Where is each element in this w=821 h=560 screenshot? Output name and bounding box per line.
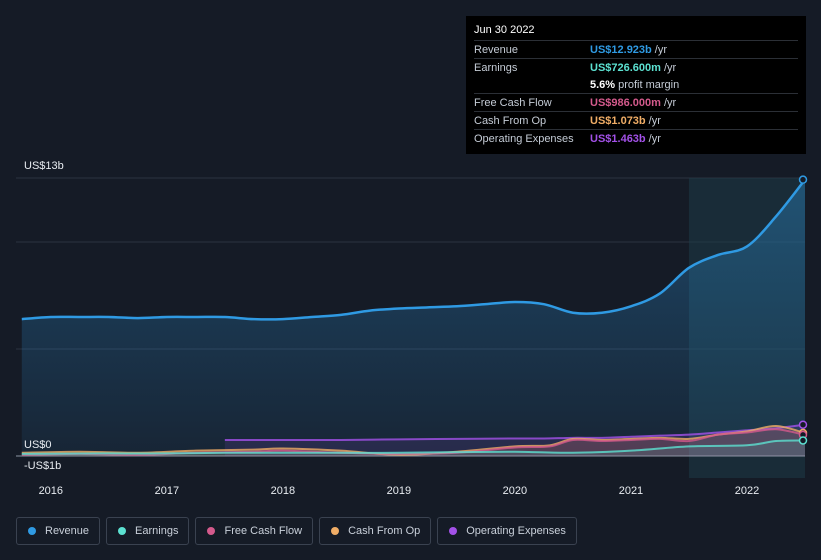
tooltip-row-revenue: Revenue US$12.923b /yr [474, 40, 798, 58]
legend-label: Cash From Op [348, 525, 421, 537]
tooltip-unit: /yr [648, 114, 661, 127]
tooltip-unit: /yr [663, 61, 677, 74]
x-tick-label: 2016 [39, 485, 63, 497]
tooltip-label: Revenue [474, 43, 519, 56]
operating-expenses-end-marker [798, 420, 808, 429]
legend: Revenue Earnings Free Cash Flow Cash Fro… [16, 517, 577, 545]
x-tick-label: 2021 [619, 485, 643, 497]
revenue-area [21, 179, 806, 457]
legend-label: Free Cash Flow [224, 525, 303, 537]
tooltip-value: US$1.463b [590, 132, 646, 145]
chart-area: 2016 2017 2018 2019 2020 2021 2022 [16, 175, 808, 497]
tooltip-row-earnings: Earnings US$726.600m /yr [474, 58, 798, 76]
tooltip-value: US$726.600m [590, 61, 661, 74]
x-tick-label: 2019 [387, 485, 411, 497]
legend-dot-icon [449, 527, 458, 535]
tooltip-row-operating-expenses: Operating Expenses US$1.463b /yr [474, 129, 798, 147]
legend-item-operating-expenses[interactable]: Operating Expenses [437, 517, 577, 545]
tooltip-unit: /yr [654, 43, 667, 56]
tooltip-value: US$12.923b [590, 43, 652, 56]
tooltip-value: US$1.073b [590, 114, 646, 127]
earnings-line [21, 439, 806, 455]
tooltip-date: Jun 30 2022 [474, 24, 535, 36]
legend-item-earnings[interactable]: Earnings [106, 517, 190, 545]
legend-label: Operating Expenses [466, 525, 566, 537]
legend-dot-icon [207, 527, 216, 535]
y-axis-bottom-label: -US$1b [24, 460, 62, 472]
y-axis-top-label: US$13b [24, 160, 64, 172]
tooltip-value: US$986.000m [590, 96, 661, 109]
tooltip-label: Earnings [474, 61, 518, 74]
legend-dot-icon [28, 527, 36, 535]
tooltip-row-cash-from-op: Cash From Op US$1.073b /yr [474, 111, 798, 129]
x-tick-label: 2020 [503, 485, 527, 497]
operating-expenses-line [224, 423, 806, 442]
legend-item-cash-from-op[interactable]: Cash From Op [319, 517, 432, 545]
revenue-line [21, 178, 806, 321]
cash-from-op-area [21, 426, 806, 456]
legend-dot-icon [331, 527, 340, 535]
tooltip-label: Operating Expenses [474, 132, 574, 145]
x-tick-label: 2018 [271, 485, 295, 497]
tooltip-value: 5.6% [590, 78, 616, 91]
tooltip-unit: /yr [648, 132, 661, 145]
x-tick-label: 2017 [155, 485, 179, 497]
tooltip-panel: Jun 30 2022 Revenue US$12.923b /yr Earni… [466, 16, 806, 154]
legend-dot-icon [118, 527, 127, 535]
tooltip-label: Cash From Op [474, 114, 547, 127]
legend-label: Earnings [135, 525, 179, 537]
tooltip-unit: /yr [663, 96, 677, 109]
legend-item-free-cash-flow[interactable]: Free Cash Flow [195, 517, 314, 545]
revenue-end-marker [798, 175, 808, 184]
legend-item-revenue[interactable]: Revenue [16, 517, 101, 545]
earnings-end-marker [798, 436, 808, 445]
y-axis-zero-label: US$0 [24, 439, 52, 451]
free-cash-flow-area [21, 429, 806, 456]
x-tick-label: 2022 [735, 485, 759, 497]
tooltip-row-profit-margin: 5.6% profit margin [474, 76, 798, 93]
tooltip-row-free-cash-flow: Free Cash Flow US$986.000m /yr [474, 93, 798, 111]
tooltip-unit: profit margin [618, 78, 680, 91]
legend-label: Revenue [45, 525, 90, 537]
tooltip-label: Free Cash Flow [474, 96, 552, 109]
